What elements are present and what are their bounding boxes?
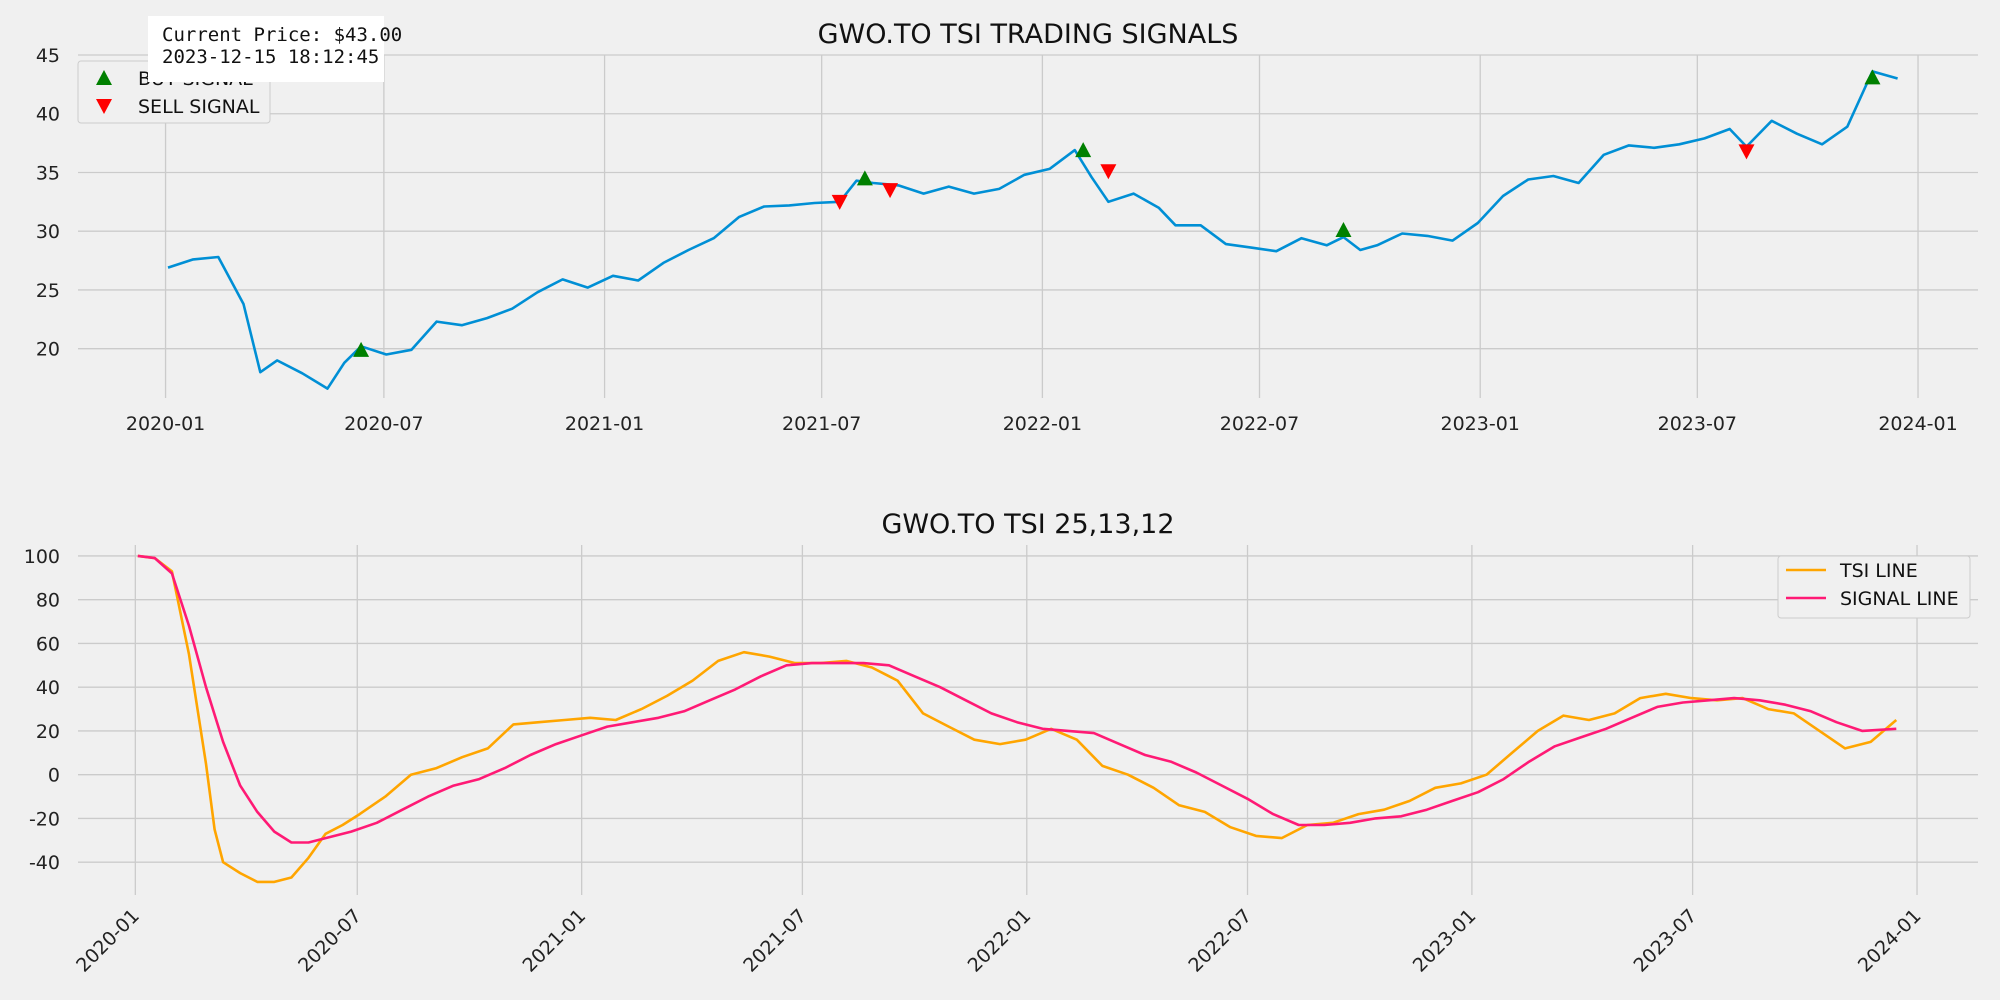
buy-signal-marker <box>856 170 873 186</box>
sell-signal-marker <box>1100 164 1117 180</box>
buy-signal-marker <box>353 341 370 357</box>
sell-signal-marker <box>1738 144 1755 160</box>
buy-signal-marker <box>1335 222 1352 238</box>
price-info-box: Current Price: $43.00 2023-12-15 18:12:4… <box>148 16 403 82</box>
y-tick-label: 20 <box>36 721 60 743</box>
chart-title: GWO.TO TSI TRADING SIGNALS <box>818 19 1239 50</box>
chart-title: GWO.TO TSI 25,13,12 <box>881 509 1174 540</box>
signal-line-series <box>137 554 1897 844</box>
buy-signal-marker <box>1075 142 1092 158</box>
legend-buy-marker <box>96 70 112 85</box>
x-tick-label: 2020-01 <box>126 413 205 435</box>
legend-label: SELL SIGNAL <box>138 96 260 118</box>
x-tick-label: 2023-07 <box>1658 413 1737 435</box>
price-line-series <box>167 70 1898 390</box>
x-tick-label: 2021-01 <box>519 905 591 977</box>
buy-signal-marker <box>1864 69 1881 85</box>
x-tick-label: 2022-01 <box>1003 413 1082 435</box>
y-tick-label: 40 <box>36 677 60 699</box>
legend-label: TSI LINE <box>1839 560 1918 582</box>
x-tick-label: 2022-07 <box>1220 413 1299 435</box>
legend-sell-marker <box>96 99 112 114</box>
x-tick-label: 2022-07 <box>1184 905 1256 977</box>
x-tick-label: 2022-01 <box>964 905 1036 977</box>
x-tick-label: 2021-07 <box>782 413 861 435</box>
x-tick-label: 2021-01 <box>565 413 644 435</box>
legend-label: SIGNAL LINE <box>1840 588 1959 610</box>
y-tick-label: -20 <box>29 808 60 830</box>
tsi-line-series <box>137 554 1898 884</box>
legend-frame <box>1777 555 1971 619</box>
x-tick-label: 2020-01 <box>72 905 144 977</box>
y-tick-label: 30 <box>36 221 60 243</box>
y-tick-label: 25 <box>36 280 60 302</box>
current-price-text: Current Price: $43.00 <box>162 24 403 46</box>
legend-bottom: TSI LINE SIGNAL LINE <box>1777 555 1971 619</box>
timestamp-text: 2023-12-15 18:12:45 <box>162 46 380 68</box>
y-tick-label: 45 <box>36 45 60 67</box>
y-tick-label: -40 <box>29 852 60 874</box>
y-tick-label: 0 <box>48 765 60 787</box>
x-tick-label: 2021-07 <box>739 905 811 977</box>
x-tick-label: 2024-01 <box>1878 413 1957 435</box>
y-tick-label: 20 <box>36 339 60 361</box>
chart-panel-2: -40 -20 0 20 40 60 80 100 2020-01 2020-07 2021-01 2… <box>24 509 1978 977</box>
chart-panel-1: 20 25 30 35 40 45 2020-01 2020-07 2021-01 2021-07… <box>36 19 1978 435</box>
x-tick-label: 2023-07 <box>1629 905 1701 977</box>
y-tick-label: 80 <box>36 590 60 612</box>
x-tick-label: 2020-07 <box>344 413 423 435</box>
x-tick-label: 2024-01 <box>1854 905 1926 977</box>
sell-signal-marker <box>882 183 899 199</box>
y-tick-label: 40 <box>36 104 60 126</box>
x-tick-label: 2023-01 <box>1441 413 1520 435</box>
x-tick-label: 2023-01 <box>1409 905 1481 977</box>
y-tick-label: 35 <box>36 162 60 184</box>
y-tick-label: 60 <box>36 633 60 655</box>
sell-signal-marker <box>831 194 848 210</box>
x-tick-label: 2020-07 <box>294 905 366 977</box>
y-tick-label: 100 <box>24 546 60 568</box>
